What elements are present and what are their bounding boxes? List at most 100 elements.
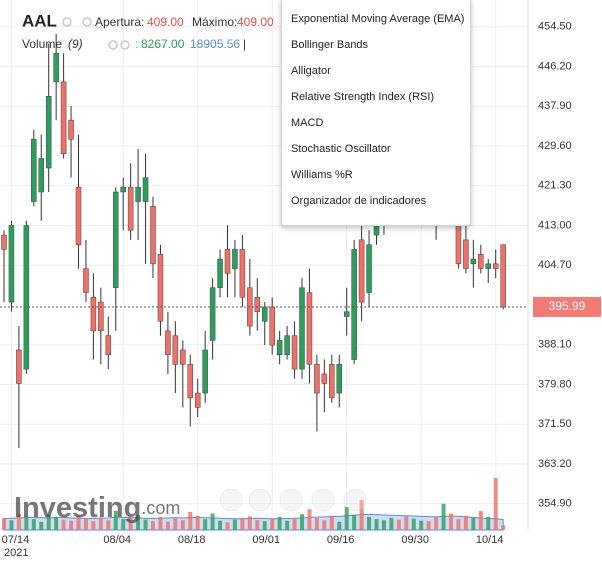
menu-item[interactable]: Alligator (291, 65, 331, 77)
menu-item[interactable]: MACD (291, 117, 324, 129)
menu-item[interactable]: Organizador de indicadores (291, 195, 427, 207)
volume-label: Volume (22, 37, 62, 51)
watermark-brand: Investing (14, 492, 141, 524)
candle-body (31, 139, 37, 202)
indicator-menu: Exponential Moving Average (EMA) Bollinge… (281, 0, 471, 226)
candle-body (194, 392, 201, 408)
volume-bar (501, 525, 506, 530)
y-axis-panel (528, 0, 602, 560)
y-tick-label: 454.50 (538, 21, 572, 33)
volume-bar (247, 516, 252, 530)
volume-bar (203, 519, 208, 530)
volume-bar (285, 520, 290, 530)
candle-body (105, 335, 112, 356)
candle-body (150, 206, 156, 265)
x-tick-label: 09/30 (401, 534, 429, 546)
volume-bar (478, 510, 483, 530)
candle-body (269, 306, 275, 346)
y-tick-label: 379.80 (538, 378, 572, 390)
zoom-in-button[interactable] (311, 488, 335, 512)
y-tick-label: 371.50 (538, 418, 572, 430)
volume-bar (314, 517, 319, 530)
x-tick-label: 07/14 (2, 534, 30, 546)
candle-body (284, 335, 290, 356)
candle-body (23, 225, 30, 370)
volume-bar (262, 521, 267, 530)
volume-bar (277, 516, 282, 530)
candle-body (53, 52, 59, 83)
ohlc-value: 409.00 (237, 15, 274, 29)
candle-body (180, 349, 186, 365)
reset-button[interactable] (279, 488, 303, 512)
volume-bar (225, 522, 230, 530)
candle-body (142, 177, 149, 202)
candle-body (500, 244, 506, 308)
volume-bar (91, 521, 96, 530)
volume-bar (322, 520, 327, 530)
volume-bar (136, 515, 141, 530)
candle-body (358, 239, 365, 303)
candle-body (172, 335, 179, 365)
volume-bar (2, 517, 6, 530)
x-tick-label: 09/01 (252, 534, 280, 546)
volume-bar (173, 518, 178, 530)
x-tick-label: 10/14 (476, 534, 504, 546)
volume-bar (24, 516, 29, 530)
volume-bar (359, 499, 364, 530)
menu-item[interactable]: Stochastic Oscillator (291, 143, 391, 155)
candle-body (232, 249, 238, 269)
candle-body (75, 186, 82, 245)
menu-item[interactable]: Exponential Moving Average (EMA) (291, 13, 465, 25)
volume-bar (270, 518, 275, 530)
ohlc-label: Apertura: (95, 15, 144, 29)
year-label: 2021 (4, 547, 28, 559)
volume-bar (210, 513, 215, 530)
candle-body (217, 258, 223, 288)
ohlc-value: 409.00 (147, 15, 184, 29)
candle-body (113, 191, 119, 288)
x-tick-label: 08/18 (178, 534, 206, 546)
candle-body (68, 119, 74, 140)
candle-body (16, 349, 22, 384)
candle-body (60, 81, 67, 154)
zoom-out-button[interactable] (248, 488, 272, 512)
candle-body (321, 373, 328, 384)
last-price-label: 395.99 (549, 299, 586, 313)
volume-bar (218, 520, 223, 530)
candle-body (485, 263, 491, 269)
volume-bar (456, 519, 461, 530)
menu-item[interactable]: Williams %R (291, 169, 353, 181)
candle-body (329, 364, 335, 399)
volume-bar (113, 510, 118, 530)
menu-item[interactable]: Bollinger Bands (291, 39, 369, 51)
candle-body (306, 292, 313, 365)
candle-body (299, 287, 305, 370)
candle-body (351, 249, 357, 360)
volume-bar (128, 517, 133, 530)
candle-body (45, 95, 52, 169)
volume-period: (9) (68, 37, 83, 51)
menu-item[interactable]: Relative Strength Index (RSI) (291, 91, 435, 103)
volume-bar (434, 517, 439, 530)
volume-bar (255, 520, 260, 530)
volume-bar (46, 514, 51, 530)
candle-body (366, 244, 372, 293)
candle-body (291, 335, 298, 370)
volume-bar (9, 520, 14, 530)
candle-body (336, 364, 342, 394)
volume-bar (344, 507, 349, 530)
candle-body (276, 340, 283, 356)
volume-bar (106, 520, 111, 530)
scroll-right-button[interactable] (343, 488, 367, 512)
volume-bar (76, 515, 81, 530)
volume-bar (352, 514, 357, 530)
volume-bar (449, 513, 453, 530)
volume-bar (374, 519, 379, 530)
y-tick-label: 363.20 (538, 458, 572, 470)
candle-body (165, 330, 171, 356)
scroll-left-button[interactable] (219, 488, 243, 512)
volume-bar (69, 520, 74, 530)
